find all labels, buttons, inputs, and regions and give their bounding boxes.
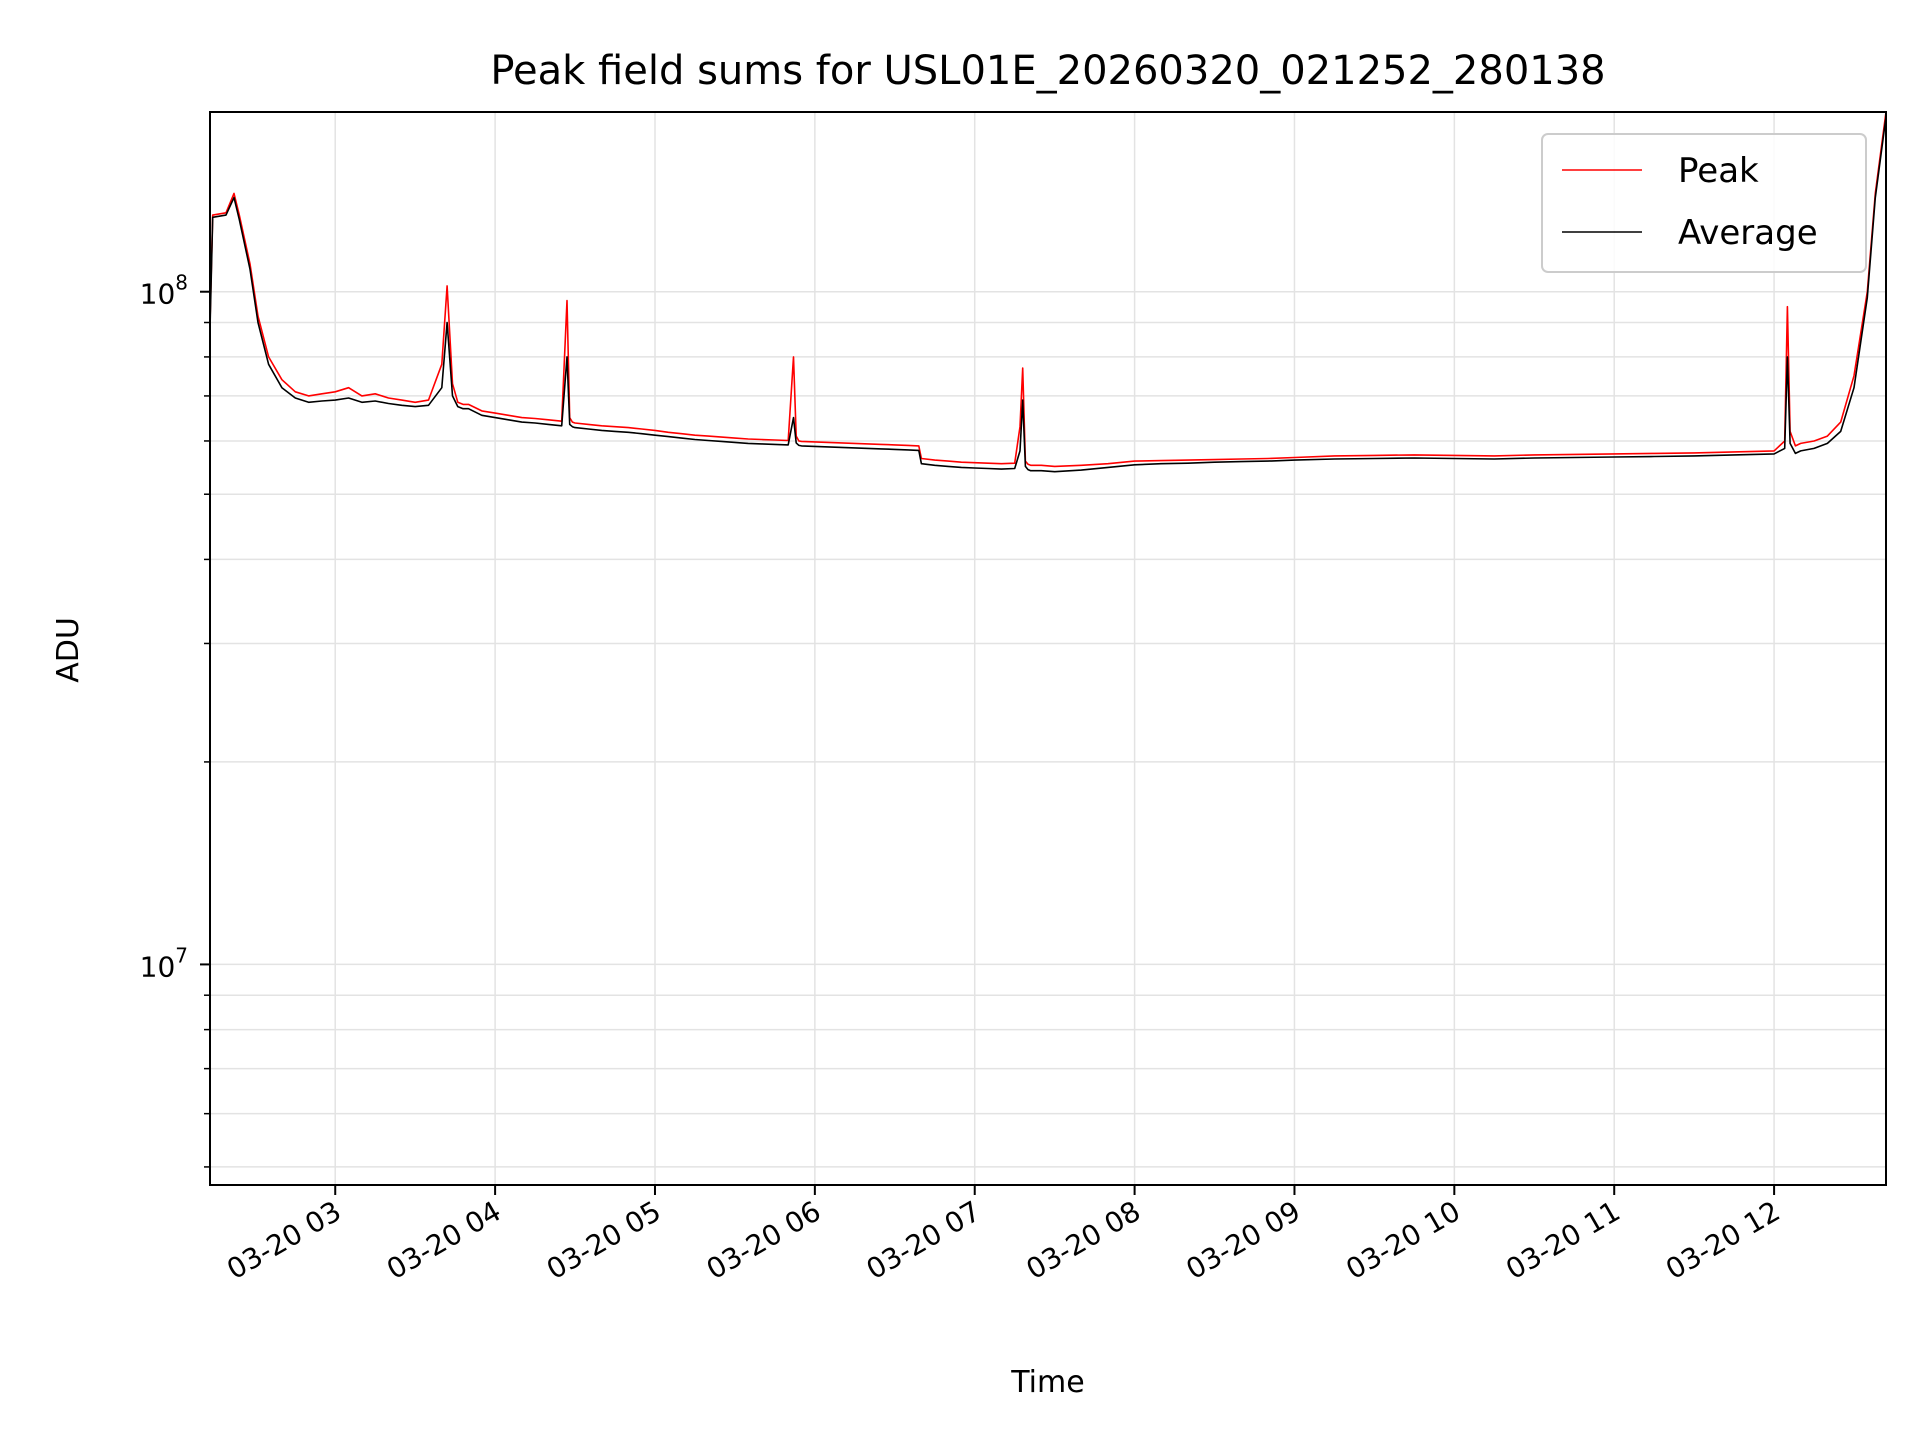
legend: Peak Average [1541,133,1867,273]
series-line-average [209,116,1887,473]
x-axis-title: Time [1010,1365,1084,1400]
grid [210,112,1886,1185]
y-tick-label: 107 [140,943,188,983]
plot-frame [209,111,1887,1186]
chart-title: Peak field sums for USL01E_20260320_0212… [490,48,1605,94]
series-line-peak [209,111,1887,468]
y-axis-title: ADU [51,617,86,683]
legend-box [1541,133,1867,273]
legend-label-peak: Peak [1678,151,1759,191]
y-tick-label: 108 [140,271,188,311]
legend-label-average: Average [1678,213,1818,253]
series-layer [209,111,1887,473]
